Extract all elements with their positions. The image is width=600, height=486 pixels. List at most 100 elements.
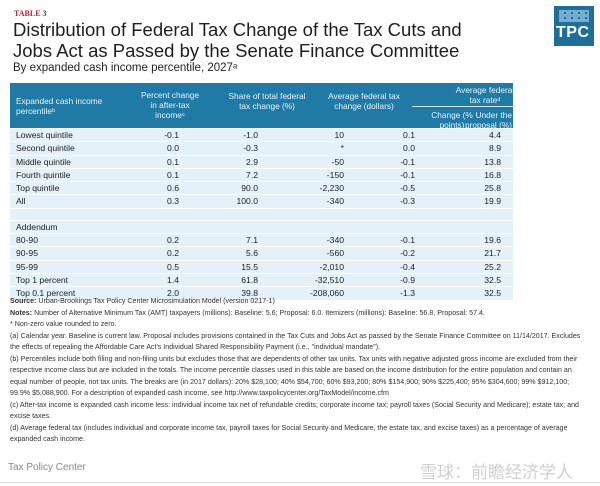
cell-value: -2,010: [319, 261, 344, 272]
cell-value: 2.9: [246, 156, 258, 167]
cell-value: 19.6: [484, 235, 501, 246]
cell-value: -0.9: [400, 274, 415, 285]
table-row: Second quintile 0.0 -0.3 * 0.0 8.9: [10, 141, 513, 155]
cell-value: 100.0: [236, 196, 258, 207]
cell-value: 7.2: [246, 169, 258, 180]
cell-value: 0.6: [167, 183, 179, 194]
header-col3: Average federal tax change (dollars): [328, 91, 400, 111]
cell-value: 25.2: [484, 261, 501, 272]
table-row: 80-90 0.2 7.1 -340 -0.1 19.6: [10, 233, 513, 247]
table-row: Lowest quintile -0.1 -1.0 10 0.1 4.4: [10, 128, 513, 142]
cell-value: 39.8: [241, 288, 258, 299]
source-note: Source: Urban-Brookings Tax Policy Cente…: [10, 296, 590, 308]
cell-value: 0.2: [167, 235, 179, 246]
cell-value: 7.1: [246, 235, 258, 246]
cell-value: *: [340, 143, 344, 154]
data-table: Expanded cash income percentileᵇ Percent…: [10, 83, 514, 300]
header-group: Average federal tax rateᵈ: [455, 85, 515, 105]
source-text: Urban-Brookings Tax Policy Center Micros…: [38, 297, 275, 305]
notes: Source: Urban-Brookings Tax Policy Cente…: [10, 296, 590, 446]
row-label: 95-99: [16, 261, 38, 272]
addendum-heading: Addendum: [10, 219, 513, 234]
cell-value: 16.8: [484, 169, 501, 180]
header-col0: Expanded cash income percentileᵇ: [16, 96, 103, 116]
cell-value: -1.0: [243, 130, 258, 140]
subtitle: By expanded cash income percentile, 2027…: [13, 62, 238, 74]
header-col2: Share of total federal tax change (%): [228, 91, 306, 111]
cell-value: -340: [326, 235, 344, 246]
nonzero-note: * Non-zero value rounded to zero.: [10, 320, 117, 328]
row-label: Second quintile: [16, 143, 75, 154]
cell-value: -50: [331, 156, 344, 167]
row-label: All: [16, 196, 26, 207]
cell-value: -340: [326, 196, 344, 207]
footnote-d: (d) Average federal tax (includes indivi…: [10, 423, 568, 444]
cell-value: 13.8: [484, 156, 501, 167]
row-label: Middle quintile: [16, 156, 71, 167]
footnote-a: (a) Calendar year. Baseline is current l…: [10, 331, 581, 352]
header-divider: [412, 106, 513, 107]
footer-divider: [0, 482, 600, 483]
header-col1: Percent change in after-tax incomeᶜ: [140, 90, 200, 120]
cell-value: -0.1: [400, 235, 415, 246]
cell-value: -0.3: [400, 196, 415, 207]
cell-value: -560: [326, 248, 344, 259]
cell-value: 5.6: [246, 248, 258, 259]
cell-value: 19.9: [484, 196, 501, 207]
addendum-label: Addendum: [16, 221, 58, 232]
cell-value: 90.0: [241, 183, 258, 194]
logo-text: TPC: [556, 24, 590, 41]
footer-source: Tax Policy Center: [8, 462, 86, 473]
cell-value: -0.2: [400, 248, 415, 259]
cell-value: -150: [326, 169, 344, 180]
notes-label: Notes:: [10, 308, 33, 317]
cell-value: -0.4: [400, 261, 415, 272]
page-title: Distribution of Federal Tax Change of th…: [13, 19, 462, 61]
cell-value: -0.3: [243, 143, 258, 154]
table-row: Top quintile 0.6 90.0 -2,230 -0.5 25.8: [10, 181, 513, 195]
row-label: Lowest quintile: [16, 130, 73, 140]
header-col5: Under the proposal (%): [464, 110, 512, 130]
table-header: Expanded cash income percentileᵇ Percent…: [10, 83, 514, 130]
row-label: Fourth quintile: [16, 169, 71, 180]
row-label: 90-95: [16, 248, 38, 259]
cell-value: 1.4: [167, 274, 179, 285]
cell-value: 21.7: [484, 248, 501, 259]
cell-value: 8.9: [489, 143, 501, 154]
table-row: 90-95 0.2 5.6 -560 -0.2 21.7: [10, 246, 513, 260]
cell-value: -0.1: [400, 169, 415, 180]
watermark: 雪球：前瞻经济学人: [420, 463, 573, 483]
cell-value: 0.1: [167, 156, 179, 167]
cell-value: -0.5: [400, 183, 415, 194]
cell-value: 2.0: [167, 288, 179, 299]
spacer-row: [10, 207, 513, 220]
logo-grid-icon: [559, 10, 589, 22]
table-row: Middle quintile 0.1 2.9 -50 -0.1 13.8: [10, 154, 513, 168]
source-label: Source:: [10, 297, 37, 305]
table-row: 95-99 0.5 15.5 -2,010 -0.4 25.2: [10, 259, 513, 273]
row-label: Top quintile: [16, 183, 60, 194]
cell-value: -2,230: [319, 183, 344, 194]
row-label: Top 0.1 percent: [16, 288, 76, 299]
cell-value: 0.0: [403, 143, 415, 154]
cell-value: -0.1: [164, 130, 179, 140]
cell-value: 0.1: [403, 130, 415, 140]
cell-value: 0.2: [167, 248, 179, 259]
table-row: All 0.3 100.0 -340 -0.3 19.9: [10, 194, 513, 208]
notes-text: Number of Alternative Minimum Tax (AMT) …: [34, 308, 485, 317]
table-row: Top 0.1 percent 2.0 39.8 -208,060 -1.3 32.5: [10, 286, 513, 300]
cell-value: 0.0: [167, 143, 179, 154]
cell-value: -1.3: [400, 288, 415, 299]
cell-value: 10: [334, 130, 344, 140]
row-label: 80-90: [16, 235, 38, 246]
table-row: Fourth quintile 0.1 7.2 -150 -0.1 16.8: [10, 167, 513, 182]
cell-value: -32,510: [314, 274, 344, 285]
cell-value: 32.5: [484, 288, 501, 299]
table-label: TABLE 3: [14, 9, 47, 18]
header-col4: Change (% points): [431, 110, 473, 130]
cell-value: 0.1: [167, 169, 179, 180]
cell-value: 25.8: [484, 183, 501, 194]
cell-value: -208,060: [310, 288, 344, 299]
footnote-b: (b) Percentiles include both filing and …: [10, 354, 578, 398]
tpc-logo: TPC: [554, 6, 594, 46]
